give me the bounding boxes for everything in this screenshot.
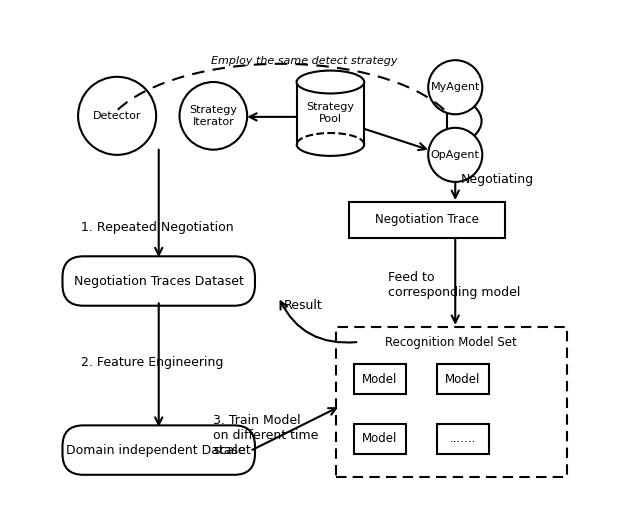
Text: 3. Train Model
on different time
scale: 3. Train Model on different time scale (213, 414, 319, 457)
Text: OpAgent: OpAgent (431, 150, 480, 160)
Text: Model: Model (362, 433, 397, 446)
Text: 1. Repeated Negotiation: 1. Repeated Negotiation (81, 221, 234, 234)
Text: Domain independent Dataset: Domain independent Dataset (67, 444, 251, 457)
Bar (437, 364, 489, 394)
Text: Result: Result (284, 299, 323, 312)
Text: Feed to
corresponding model: Feed to corresponding model (388, 271, 520, 299)
Bar (354, 364, 406, 394)
Bar (349, 202, 505, 238)
FancyBboxPatch shape (63, 256, 255, 306)
FancyBboxPatch shape (63, 425, 255, 475)
Text: Negotiating: Negotiating (460, 173, 534, 186)
Ellipse shape (296, 71, 364, 94)
Text: 2. Feature Engineering: 2. Feature Engineering (81, 357, 223, 369)
Text: Negotiation Traces Dataset: Negotiation Traces Dataset (74, 275, 244, 288)
Text: MyAgent: MyAgent (431, 82, 480, 92)
Text: .......: ....... (450, 433, 476, 446)
Bar (437, 424, 489, 454)
Bar (354, 424, 406, 454)
Text: Strategy
Pool: Strategy Pool (307, 103, 355, 124)
Text: Strategy
Iterator: Strategy Iterator (189, 105, 237, 127)
Bar (335, 326, 567, 477)
Text: Negotiation Trace: Negotiation Trace (374, 213, 479, 226)
Text: Model: Model (445, 372, 481, 385)
Text: Recognition Model Set: Recognition Model Set (385, 336, 517, 349)
Text: Model: Model (362, 372, 397, 385)
Text: Detector: Detector (93, 111, 141, 121)
Text: Employ the same detect strategy: Employ the same detect strategy (211, 56, 397, 66)
